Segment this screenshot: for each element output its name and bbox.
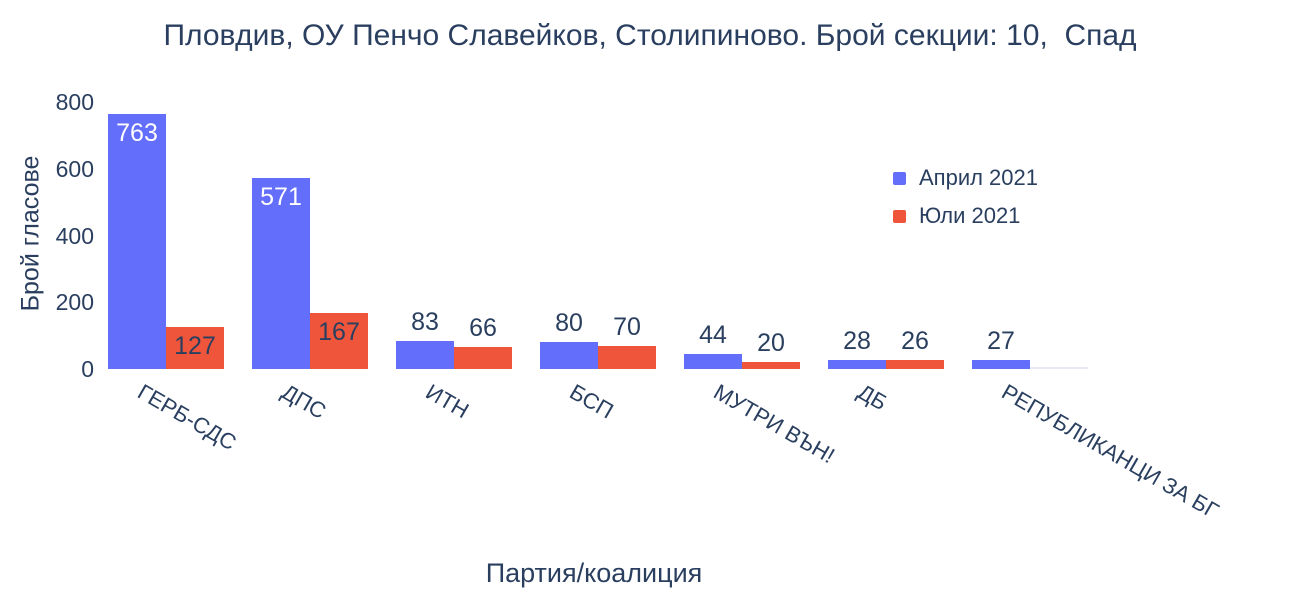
bar-value-label: 20 xyxy=(757,329,785,358)
april-series-swatch-icon xyxy=(893,171,906,185)
bar-april xyxy=(540,342,598,369)
bar-april xyxy=(972,359,1030,369)
bar-july xyxy=(598,345,656,369)
bar-april xyxy=(828,359,886,369)
bar-july xyxy=(454,346,512,369)
bar-value-label: 763 xyxy=(116,119,158,148)
x-tick-label: ДБ xyxy=(853,379,892,416)
bar-value-label: 571 xyxy=(260,183,302,212)
x-tick-label: ИТН xyxy=(421,379,474,424)
y-tick-label: 200 xyxy=(55,289,94,316)
legend-label-april: Април 2021 xyxy=(919,165,1039,190)
bar-value-label: 66 xyxy=(469,313,497,342)
y-tick-label: 400 xyxy=(55,222,94,249)
bar-value-label: 26 xyxy=(901,327,929,356)
x-tick-label: ДПС xyxy=(277,379,331,424)
bar-value-label: 70 xyxy=(613,312,641,341)
y-axis-ticks: 0 200 400 600 800 xyxy=(0,0,96,600)
bar-value-label: 127 xyxy=(174,331,216,360)
bar-july xyxy=(742,362,800,369)
bar-value-label: 167 xyxy=(318,318,360,347)
bar-july xyxy=(886,360,944,369)
x-tick-label: БСП xyxy=(565,379,618,424)
x-tick-label: РЕПУБЛИКАНЦИ ЗА БГ xyxy=(997,379,1223,524)
legend: Април 2021 Юли 2021 xyxy=(893,163,1038,239)
bar-july xyxy=(166,326,224,369)
bar-value-label: 80 xyxy=(555,309,583,338)
x-axis-title: Партия/коалиция xyxy=(485,558,703,588)
bar-april xyxy=(684,354,742,369)
y-tick-label: 0 xyxy=(81,356,94,382)
bar-value-label: 28 xyxy=(843,326,871,355)
legend-item-april[interactable]: Април 2021 xyxy=(893,163,1038,193)
y-tick-label: 800 xyxy=(55,89,94,115)
legend-item-july[interactable]: Юли 2021 xyxy=(893,201,1038,231)
legend-label-july: Юли 2021 xyxy=(919,203,1021,228)
x-tick-label: ГЕРБ-СДС xyxy=(133,379,241,456)
x-tick-label: МУТРИ ВЪН! xyxy=(709,379,840,469)
bar-april xyxy=(252,178,310,369)
july-series-swatch-icon xyxy=(893,209,906,223)
bar-july xyxy=(310,313,368,369)
bar-april xyxy=(396,341,454,369)
chart-title: Пловдив, ОУ Пенчо Славейков, Столипиново… xyxy=(163,19,1137,52)
bar-july xyxy=(1030,366,1088,369)
bar-value-label: 83 xyxy=(411,308,439,337)
bar-april xyxy=(108,114,166,369)
bar-value-label: 27 xyxy=(987,326,1015,355)
bar-value-label: 44 xyxy=(699,321,727,350)
y-tick-label: 600 xyxy=(55,155,94,182)
